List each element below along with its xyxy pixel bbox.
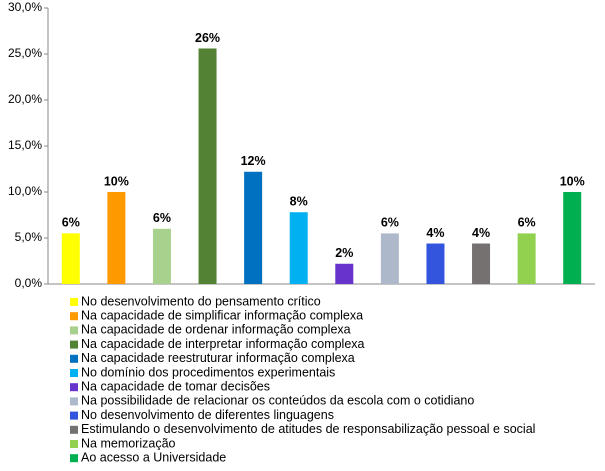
bar: [61, 233, 80, 284]
value-label: 4%: [426, 226, 444, 240]
legend-swatch: [70, 312, 78, 321]
legend-swatch: [70, 440, 78, 448]
legend-label: Na capacidade de ordenar informação comp…: [81, 323, 351, 337]
value-label: 8%: [290, 195, 308, 209]
value-label: 10%: [104, 174, 129, 188]
bar: [426, 243, 445, 284]
legend-swatch: [70, 298, 78, 306]
y-tick-label: 5,0%: [15, 230, 43, 244]
legend-swatch: [70, 383, 78, 392]
value-label: 6%: [518, 216, 536, 230]
legend-label: Na capacidade de interpretar informação …: [81, 337, 365, 351]
y-tick-label: 15,0%: [8, 138, 42, 152]
legend-label: Na capacidade de tomar decisões: [81, 379, 270, 393]
bar: [335, 263, 354, 284]
legend-label: No desenvolvimento de diferentes linguag…: [81, 408, 334, 422]
value-label: 26%: [195, 31, 220, 45]
y-tick-label: 30,0%: [8, 0, 42, 14]
bar: [152, 228, 171, 284]
legend-swatch: [70, 326, 78, 335]
value-label: 6%: [153, 211, 171, 225]
legend-swatch: [70, 454, 78, 463]
legend-label: Estimulando o desenvolvimento de atitude…: [81, 422, 535, 436]
bar: [107, 192, 126, 284]
bar: [472, 243, 491, 284]
bar: [289, 212, 308, 284]
bar: [198, 48, 217, 285]
bar: [517, 233, 536, 284]
legend-swatch: [70, 411, 78, 420]
legend-label: Na capacidade de simplificar informação …: [81, 308, 363, 322]
y-tick-label: 20,0%: [8, 92, 42, 106]
legend-label: Ao acesso a Universidade: [81, 450, 226, 464]
legend-label: Na memorização: [81, 436, 176, 450]
bar: [563, 192, 582, 284]
value-label: 10%: [560, 174, 585, 188]
value-label: 6%: [381, 216, 399, 230]
value-label: 2%: [335, 246, 353, 260]
y-tick-label: 10,0%: [8, 184, 42, 198]
value-label: 12%: [241, 154, 266, 168]
bar: [244, 171, 263, 284]
y-tick-label: 0,0%: [15, 276, 43, 290]
legend-swatch: [70, 369, 78, 377]
legend-label: No desenvolvimento do pensamento crítico: [81, 294, 321, 308]
legend-swatch: [70, 397, 78, 406]
legend-label: Na capacidade reestruturar informação co…: [81, 351, 355, 365]
legend-label: No domínio dos procedimentos experimenta…: [81, 365, 335, 379]
legend-swatch: [70, 340, 78, 349]
bar: [380, 233, 399, 284]
y-tick-label: 25,0%: [8, 46, 42, 60]
value-label: 4%: [472, 226, 490, 240]
value-label: 6%: [62, 216, 80, 230]
legend-swatch: [70, 425, 78, 434]
legend-swatch: [70, 354, 78, 363]
legend-label: Na possibilidade de relacionar os conteú…: [81, 394, 474, 408]
